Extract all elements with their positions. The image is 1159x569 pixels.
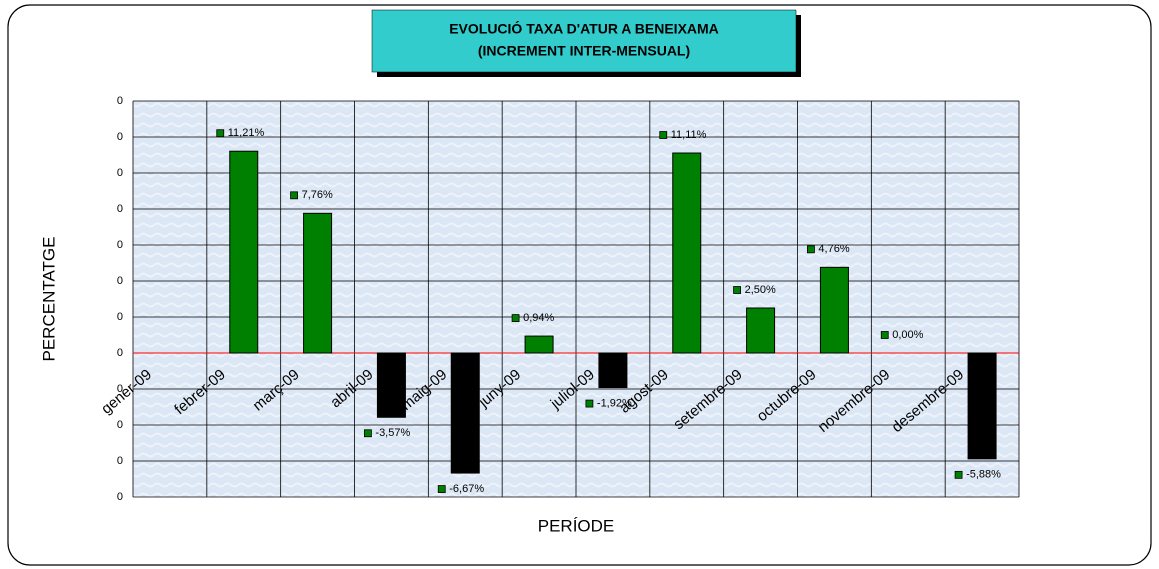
data-label: -5,88% — [966, 469, 1001, 481]
label-marker — [954, 470, 963, 479]
data-label: -3,57% — [375, 427, 410, 439]
bar — [672, 152, 702, 354]
data-label: 0,00% — [892, 329, 923, 341]
y-tick-label: 0 — [117, 95, 123, 107]
bar — [303, 212, 333, 354]
label-marker — [659, 131, 668, 139]
x-axis-title: PERÍODE — [538, 516, 615, 535]
bar — [598, 352, 628, 389]
label-marker — [733, 286, 741, 294]
y-tick-label: 0 — [117, 203, 123, 215]
data-label: 11,21% — [228, 127, 265, 139]
data-label: 4,76% — [818, 243, 849, 255]
data-label: 0,94% — [523, 312, 554, 324]
data-label: 11,11% — [671, 129, 707, 141]
label-marker — [364, 429, 372, 438]
label-marker — [437, 485, 446, 493]
y-tick-label: 0 — [117, 167, 123, 179]
label-marker — [511, 314, 520, 322]
data-label: 2,50% — [745, 284, 776, 296]
y-tick-label: 0 — [117, 491, 123, 503]
title-box — [371, 9, 797, 73]
label-marker — [290, 191, 298, 200]
y-axis-title: PERCENTATGE — [39, 237, 58, 362]
bar — [524, 335, 554, 354]
y-tick-label: 0 — [117, 275, 123, 287]
y-tick-label: 0 — [117, 347, 123, 359]
label-marker — [216, 129, 225, 138]
bar — [967, 352, 997, 460]
bar — [819, 266, 849, 354]
bar — [450, 352, 480, 474]
y-tick-label: 0 — [117, 383, 123, 395]
data-label: 7,76% — [302, 189, 333, 201]
y-tick-label: 0 — [117, 419, 123, 431]
y-tick-label: 0 — [117, 311, 123, 323]
y-tick-label: 0 — [117, 131, 123, 143]
label-marker — [807, 245, 815, 254]
y-tick-label: 0 — [117, 455, 123, 467]
chart-title: (INCREMENT INTER-MENSUAL) — [478, 43, 690, 59]
chart-title: EVOLUCIÓ TAXA D'ATUR A BENEIXAMA — [449, 20, 719, 37]
bar — [376, 352, 406, 418]
label-marker — [880, 331, 889, 339]
data-label: -6,67% — [449, 483, 484, 495]
bar — [746, 307, 776, 354]
label-marker — [585, 399, 594, 408]
data-label: -1,92% — [597, 397, 632, 409]
y-tick-label: 0 — [117, 239, 123, 251]
bar — [229, 150, 259, 354]
